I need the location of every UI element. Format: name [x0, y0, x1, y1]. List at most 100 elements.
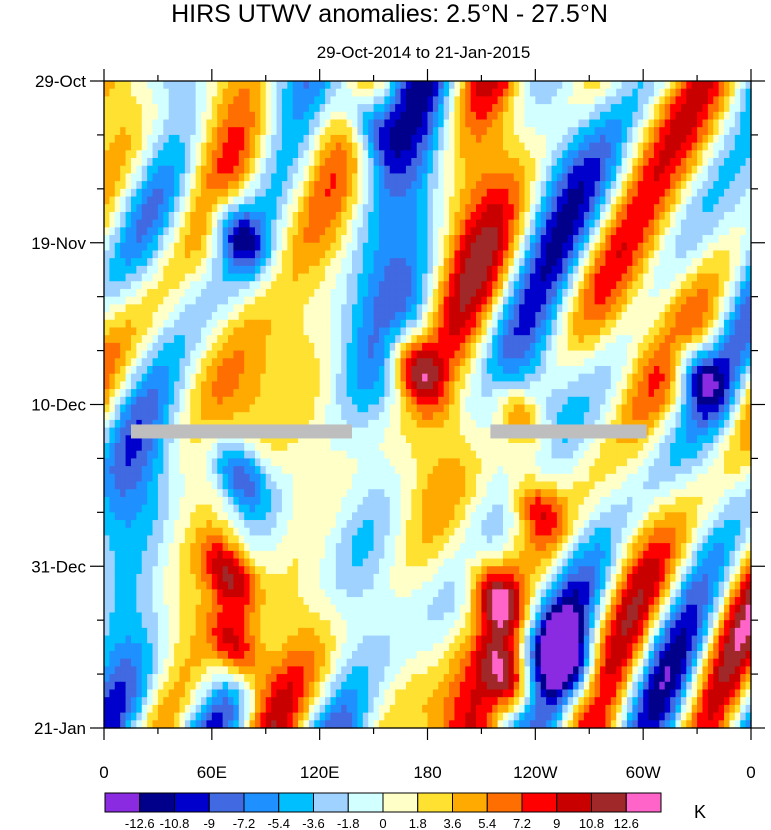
- heatmap-cell: [621, 119, 628, 128]
- heatmap-cell: [562, 158, 569, 167]
- heatmap-cell: [643, 312, 650, 321]
- heatmap-cell: [454, 250, 461, 259]
- heatmap-cell: [303, 142, 310, 151]
- heatmap-cell: [206, 196, 213, 205]
- heatmap-cell: [583, 173, 590, 182]
- heatmap-cell: [686, 211, 693, 221]
- heatmap-cell: [718, 158, 725, 167]
- heatmap-cell: [648, 181, 655, 190]
- heatmap-cell: [217, 265, 224, 275]
- heatmap-cell: [362, 142, 369, 151]
- heatmap-cell: [632, 188, 639, 198]
- heatmap-cell: [459, 88, 466, 97]
- heatmap-cell: [621, 312, 628, 321]
- heatmap-cell: [373, 350, 380, 359]
- heatmap-cell: [519, 196, 526, 205]
- heatmap-cell: [184, 288, 191, 298]
- heatmap-cell: [664, 373, 671, 382]
- heatmap-cell: [540, 211, 547, 221]
- heatmap-cell: [600, 327, 607, 336]
- heatmap-cell: [368, 196, 375, 205]
- heatmap-cell: [659, 288, 666, 298]
- heatmap-cell: [432, 273, 439, 282]
- heatmap-cell: [378, 258, 385, 267]
- heatmap-cell: [686, 358, 693, 367]
- heatmap-cell: [389, 281, 396, 290]
- heatmap-cell: [136, 327, 143, 336]
- heatmap-cell: [740, 188, 747, 198]
- heatmap-cell: [594, 211, 601, 221]
- heatmap-cell: [125, 258, 132, 267]
- heatmap-cell: [357, 211, 364, 221]
- heatmap-cell: [384, 258, 391, 267]
- heatmap-cell: [163, 235, 170, 244]
- heatmap-cell: [109, 242, 116, 252]
- heatmap-cell: [486, 81, 493, 90]
- heatmap-cell: [691, 173, 698, 182]
- heatmap-cell: [163, 173, 170, 182]
- heatmap-cell: [179, 204, 186, 213]
- heatmap-cell: [292, 396, 299, 406]
- heatmap-cell: [292, 88, 299, 97]
- heatmap-cell: [454, 288, 461, 298]
- heatmap-cell: [443, 396, 450, 406]
- heatmap-cell: [168, 319, 175, 329]
- heatmap-cell: [702, 273, 709, 282]
- heatmap-cell: [610, 211, 617, 221]
- heatmap-cell: [378, 389, 385, 398]
- heatmap-cell: [238, 273, 245, 282]
- heatmap-cell: [249, 219, 256, 228]
- heatmap-cell: [702, 312, 709, 321]
- heatmap-cell: [449, 288, 456, 298]
- heatmap-cell: [206, 296, 213, 305]
- heatmap-cell: [206, 96, 213, 105]
- heatmap-cell: [298, 127, 305, 136]
- heatmap-cell: [459, 119, 466, 128]
- heatmap-cell: [610, 242, 617, 252]
- heatmap-cell: [120, 358, 127, 367]
- heatmap-cell: [691, 150, 698, 159]
- heatmap-cell: [486, 127, 493, 136]
- heatmap-cell: [287, 358, 294, 367]
- heatmap-cell: [384, 173, 391, 182]
- heatmap-cell: [589, 188, 596, 198]
- heatmap-cell: [589, 96, 596, 105]
- heatmap-cell: [260, 373, 267, 382]
- heatmap-cell: [546, 265, 553, 275]
- heatmap-cell: [125, 396, 132, 406]
- heatmap-cell: [519, 350, 526, 359]
- heatmap-cell: [190, 111, 197, 121]
- heatmap-cell: [157, 327, 164, 336]
- heatmap-cell: [130, 235, 137, 244]
- heatmap-cell: [384, 335, 391, 344]
- heatmap-cell: [540, 304, 547, 313]
- heatmap-cell: [114, 250, 121, 259]
- heatmap-cell: [125, 250, 132, 259]
- heatmap-cell: [529, 104, 536, 113]
- heatmap-cell: [486, 211, 493, 221]
- heatmap-cell: [303, 381, 310, 390]
- heatmap-cell: [691, 273, 698, 282]
- heatmap-cell: [141, 365, 148, 375]
- heatmap-cell: [136, 342, 143, 352]
- heatmap-cell: [427, 288, 434, 298]
- heatmap-cell: [335, 358, 342, 367]
- heatmap-cell: [373, 111, 380, 121]
- heatmap-cell: [303, 127, 310, 136]
- plot-area: [103, 80, 752, 729]
- heatmap-cell: [697, 111, 704, 121]
- heatmap-cell: [389, 104, 396, 113]
- heatmap-cell: [114, 373, 121, 382]
- heatmap-cell: [686, 281, 693, 290]
- heatmap-cell: [734, 335, 741, 344]
- heatmap-cell: [109, 196, 116, 205]
- heatmap-cell: [486, 296, 493, 305]
- heatmap-cell: [556, 142, 563, 151]
- heatmap-cell: [697, 142, 704, 151]
- heatmap-cell: [416, 150, 423, 159]
- heatmap-cell: [325, 204, 332, 213]
- heatmap-cell: [184, 265, 191, 275]
- heatmap-cell: [314, 273, 321, 282]
- heatmap-cell: [201, 111, 208, 121]
- heatmap-cell: [432, 304, 439, 313]
